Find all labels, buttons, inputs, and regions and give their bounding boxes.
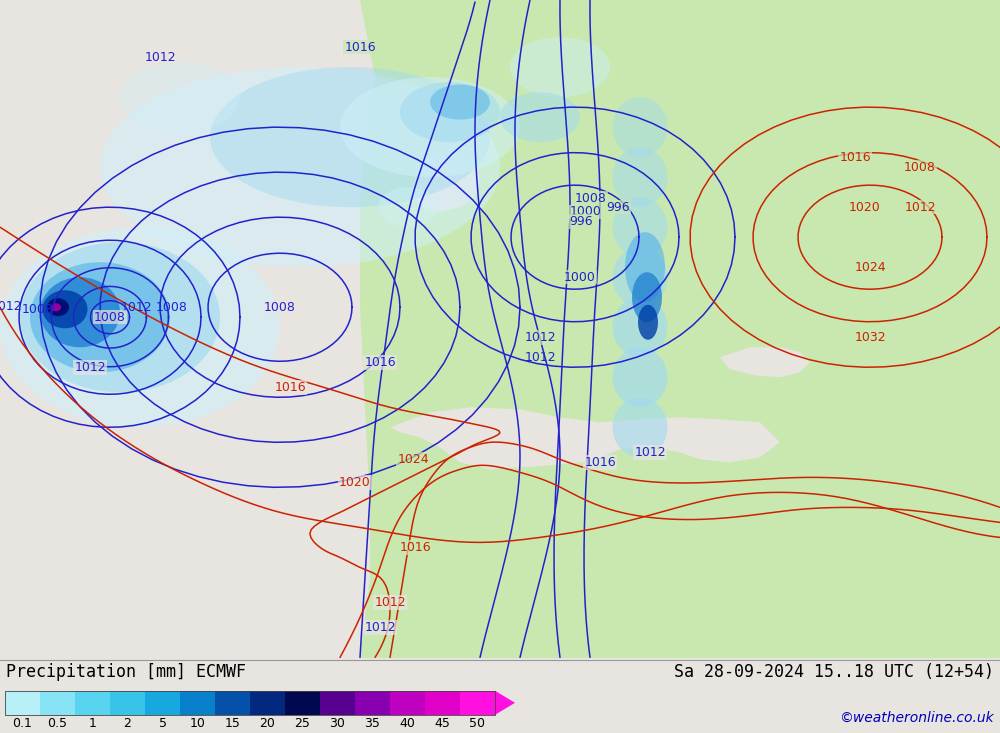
Ellipse shape [612, 147, 668, 207]
Ellipse shape [340, 77, 520, 177]
Text: 30: 30 [330, 717, 345, 730]
Text: 1020: 1020 [849, 201, 881, 213]
Text: 1016: 1016 [399, 541, 431, 554]
Text: 1024: 1024 [397, 453, 429, 466]
Ellipse shape [0, 227, 280, 427]
Polygon shape [0, 0, 375, 658]
Text: 1016: 1016 [364, 356, 396, 369]
Polygon shape [720, 347, 810, 377]
Text: 996: 996 [606, 201, 630, 213]
Text: 20: 20 [260, 717, 275, 730]
Ellipse shape [612, 247, 668, 307]
Polygon shape [390, 408, 780, 469]
Text: 10: 10 [190, 717, 205, 730]
Text: 1024: 1024 [854, 261, 886, 273]
Ellipse shape [612, 197, 668, 257]
FancyArrow shape [495, 690, 515, 715]
Text: 0.5: 0.5 [48, 717, 68, 730]
Text: 1012: 1012 [374, 596, 406, 609]
Ellipse shape [378, 187, 438, 227]
Text: 1000: 1000 [569, 205, 601, 218]
Ellipse shape [30, 262, 170, 372]
Text: 1008: 1008 [575, 191, 607, 205]
Ellipse shape [40, 277, 120, 347]
Ellipse shape [612, 397, 668, 457]
Ellipse shape [20, 242, 220, 392]
Ellipse shape [638, 305, 658, 340]
Ellipse shape [51, 303, 61, 312]
Text: 15: 15 [225, 717, 240, 730]
Bar [215, 690, 250, 715]
Text: 1012: 1012 [364, 621, 396, 634]
Text: 2: 2 [124, 717, 131, 730]
Text: 1012: 1012 [74, 361, 106, 374]
Bar [360, 0, 1000, 658]
Text: 1012: 1012 [524, 331, 556, 344]
Polygon shape [340, 408, 515, 520]
Bar [425, 690, 460, 715]
Ellipse shape [510, 37, 610, 97]
Polygon shape [365, 0, 1000, 658]
Text: 1020: 1020 [339, 476, 371, 489]
Text: 1032: 1032 [854, 331, 886, 344]
Ellipse shape [210, 67, 490, 207]
Ellipse shape [42, 290, 88, 328]
Text: 1008: 1008 [21, 303, 53, 316]
Text: 1016: 1016 [839, 150, 871, 163]
Ellipse shape [47, 298, 69, 316]
Text: 1: 1 [89, 717, 96, 730]
Text: Precipitation [mm] ECMWF: Precipitation [mm] ECMWF [6, 663, 246, 680]
Bar [250, 690, 285, 715]
Text: 1008: 1008 [156, 301, 188, 314]
Text: 1012: 1012 [120, 301, 152, 314]
Text: 1000: 1000 [564, 270, 596, 284]
Text: 0.1: 0.1 [13, 717, 32, 730]
Bar [180, 690, 215, 715]
Text: 1012: 1012 [144, 51, 176, 64]
Text: 5: 5 [158, 717, 166, 730]
Ellipse shape [612, 297, 668, 357]
Bar [390, 690, 425, 715]
Text: 1008: 1008 [904, 161, 936, 174]
Ellipse shape [400, 82, 500, 142]
Text: 1012: 1012 [524, 351, 556, 364]
Polygon shape [412, 147, 480, 212]
Ellipse shape [430, 84, 490, 119]
Ellipse shape [500, 92, 580, 142]
Bar [355, 690, 390, 715]
Text: 1008: 1008 [94, 311, 126, 324]
Text: 1012: 1012 [904, 201, 936, 213]
Ellipse shape [612, 347, 668, 408]
Bar [5, 690, 40, 715]
Text: 1008: 1008 [264, 301, 296, 314]
Ellipse shape [100, 67, 500, 268]
Bar [320, 690, 355, 715]
Bar [75, 690, 110, 715]
Polygon shape [0, 0, 210, 157]
Text: 1012: 1012 [634, 446, 666, 459]
Text: 996: 996 [570, 215, 593, 228]
Text: 40: 40 [400, 717, 415, 730]
Bar [40, 690, 75, 715]
Ellipse shape [625, 232, 665, 302]
Bar [460, 690, 495, 715]
Polygon shape [280, 0, 410, 117]
Text: 1016: 1016 [274, 381, 306, 394]
Text: 1012: 1012 [0, 300, 22, 313]
Text: 1016: 1016 [584, 456, 616, 469]
Text: 35: 35 [365, 717, 380, 730]
Bar [145, 690, 180, 715]
Bar [285, 690, 320, 715]
Bar [110, 690, 145, 715]
Bar [5, 690, 495, 715]
Text: 1016: 1016 [344, 40, 376, 54]
Text: 45: 45 [435, 717, 450, 730]
Ellipse shape [612, 97, 668, 157]
Ellipse shape [120, 62, 240, 132]
Text: ©weatheronline.co.uk: ©weatheronline.co.uk [839, 711, 994, 725]
Ellipse shape [632, 272, 662, 323]
Text: Sa 28-09-2024 15..18 UTC (12+54): Sa 28-09-2024 15..18 UTC (12+54) [674, 663, 994, 680]
Text: 25: 25 [295, 717, 310, 730]
Text: 50: 50 [470, 717, 486, 730]
